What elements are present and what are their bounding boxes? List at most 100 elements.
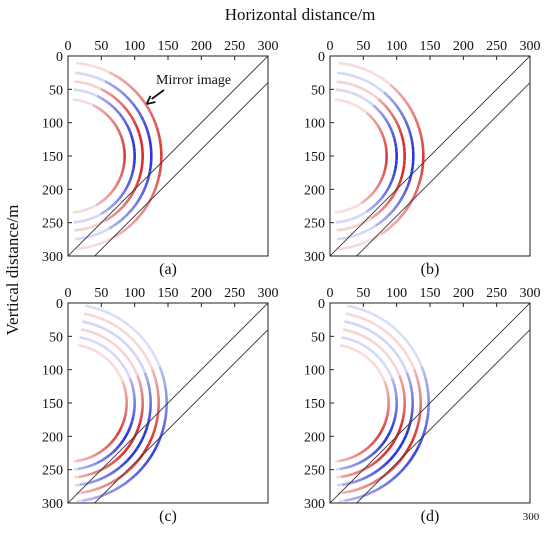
wavefront-arc: [420, 366, 426, 373]
wavefront-arc: [373, 119, 378, 124]
wavefront-arc: [131, 327, 138, 334]
wavefront-arc: [143, 340, 150, 347]
wavefront-arc: [100, 97, 106, 102]
wavefront-arc: [94, 76, 101, 81]
wavefront-arc: [146, 421, 150, 427]
wavefront-arc: [349, 63, 356, 68]
wavefront-arc: [137, 132, 142, 139]
wavefront-arc: [418, 390, 422, 397]
wavefront-arc: [408, 130, 413, 136]
wavefront-arc: [110, 351, 116, 357]
wavefront-arc: [354, 242, 362, 248]
wavefield-d: [334, 304, 430, 503]
wavefront-arc: [385, 412, 390, 417]
wavefront-arc: [382, 138, 387, 143]
wavefront-arc: [123, 387, 127, 392]
wavefront-arc: [347, 329, 353, 333]
wavefront-arc: [360, 107, 365, 112]
wavefront-arc: [119, 462, 126, 468]
wavefront-arc: [404, 185, 409, 192]
wavefront-arc: [79, 99, 84, 103]
wavefront-arc: [405, 354, 411, 361]
wavefront-arc: [113, 200, 119, 205]
wavefront-arc: [383, 339, 389, 345]
wavefront-arc: [366, 490, 374, 496]
wavefront-arc: [352, 233, 358, 238]
wavefront-arc: [390, 207, 396, 214]
wavefront-arc: [371, 450, 377, 456]
wavefront-arc: [354, 64, 362, 70]
wavefront-arc: [389, 194, 395, 201]
wavefront-arc: [388, 443, 394, 449]
wavefront-arc: [341, 458, 346, 462]
wavefront-arc: [375, 107, 381, 112]
wavefront-arc: [143, 372, 148, 378]
wavefront-arc: [98, 200, 103, 205]
wavefront-arc: [384, 320, 391, 326]
wavefront-arc: [124, 391, 128, 396]
wavefront-arc: [385, 120, 390, 125]
wavefront-arc: [112, 365, 117, 370]
wavefront-arc: [109, 440, 114, 445]
wavefront-arc: [365, 68, 372, 74]
wavefront-arc: [104, 80, 111, 85]
wavefront-arc: [398, 375, 403, 381]
wavefront-arc: [126, 333, 133, 340]
wavefront-arc: [130, 451, 136, 458]
wavefront-arc: [147, 135, 152, 141]
wavefront-arc: [152, 446, 158, 453]
wavefront-arc: [369, 311, 376, 317]
reflector-line-1: [68, 303, 268, 503]
wavefront-arc: [156, 360, 161, 368]
wavefront-arc: [375, 354, 381, 360]
wavefront-arc: [103, 99, 109, 104]
wavefront-arc: [393, 327, 400, 334]
wavefront-arc: [366, 217, 372, 222]
wavefront-arc: [103, 111, 109, 117]
wavefront-arc: [121, 141, 125, 146]
wavefront-arc: [338, 459, 343, 463]
wavefront-arc: [139, 137, 143, 143]
wavefront-arc: [343, 490, 349, 494]
wavefront-arc: [343, 466, 348, 470]
wavefront-arc: [116, 357, 122, 363]
wavefront-arc: [137, 111, 143, 118]
wavefront-arc: [87, 82, 93, 87]
wavefront-arc: [111, 459, 117, 465]
wavefront-arc: [393, 218, 400, 225]
wavefront-arc: [108, 214, 114, 220]
wavefront-arc: [410, 140, 414, 146]
wavefront-arc: [164, 413, 168, 420]
wavefront-arc: [96, 307, 103, 312]
wavefront-arc: [385, 387, 389, 392]
wavefront-arc: [375, 232, 383, 239]
wavefront-arc: [367, 337, 373, 343]
wavefront-arc: [75, 491, 82, 495]
wavefront-arc: [76, 459, 81, 463]
wavefront-arc: [402, 115, 407, 122]
wavefront-arc: [387, 478, 394, 484]
wavefront-arc: [146, 106, 152, 113]
wavefront-arc: [123, 415, 127, 420]
wavefront-arc: [104, 227, 111, 232]
wavefront-arc: [378, 345, 384, 351]
wavefront-arc: [108, 92, 114, 98]
wavefront-arc: [383, 380, 387, 386]
wavefront-arc: [370, 321, 377, 327]
wavefront-arc: [352, 305, 360, 310]
wavefront-arc: [140, 165, 144, 171]
wavefront-arc: [339, 466, 344, 471]
wavefront-arc: [130, 362, 135, 369]
wavefront-arc: [97, 333, 103, 338]
wavefront-arc: [122, 330, 129, 336]
y-tick-label: 150: [42, 397, 63, 412]
wavefront-arc: [76, 210, 81, 214]
wavefront-arc: [361, 458, 367, 463]
wavefront-arc: [380, 374, 385, 379]
wavefront-arc: [381, 172, 386, 178]
wavefront-arc: [391, 439, 396, 445]
x-tick-label: 200: [453, 286, 474, 301]
wavefront-arc: [370, 116, 376, 122]
wavefront-arc: [115, 485, 122, 491]
wavefront-arc: [134, 470, 141, 477]
